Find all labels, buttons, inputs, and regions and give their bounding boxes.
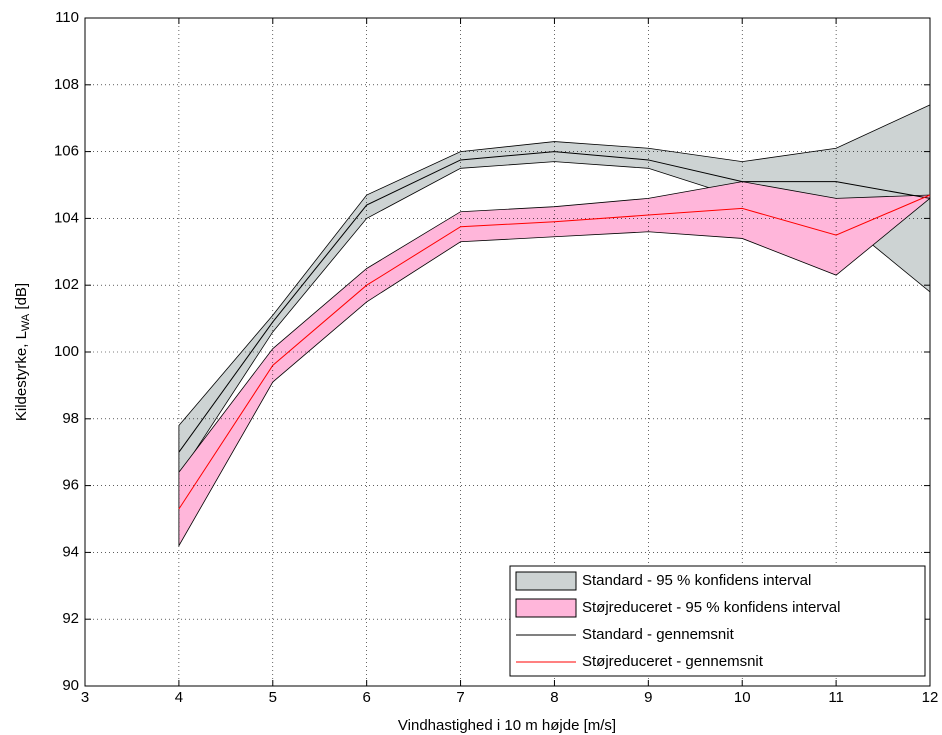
x-tick-label: 7 (456, 689, 464, 706)
x-tick-label: 8 (550, 689, 558, 706)
legend-label: Støjreduceret - gennemsnit (582, 653, 764, 670)
x-tick-label: 11 (828, 689, 844, 706)
y-tick-label: 100 (54, 343, 79, 360)
y-tick-label: 94 (62, 543, 79, 560)
mean-line (178, 194, 931, 510)
x-tick-label: 4 (175, 689, 183, 706)
legend: Standard - 95 % konfidens interval Støjre… (509, 565, 926, 677)
confidence-band (178, 181, 931, 548)
x-tick-label: 3 (81, 689, 89, 706)
legend-swatch (515, 598, 577, 618)
mean-line (178, 151, 931, 453)
y-tick-label: 104 (54, 209, 79, 226)
x-tick-label: 9 (644, 689, 652, 706)
x-axis-label: Vindhastighed i 10 m højde [m/s] (398, 717, 616, 734)
legend-label: Støjreduceret - 95 % konfidens interval (582, 599, 840, 616)
x-tick-label: 5 (269, 689, 277, 706)
legend-label: Standard - 95 % konfidens interval (582, 572, 811, 589)
x-tick-label: 12 (922, 689, 939, 706)
x-tick-label: 6 (362, 689, 370, 706)
y-tick-label: 92 (62, 610, 79, 627)
y-tick-label: 90 (62, 677, 79, 694)
y-tick-label: 110 (55, 9, 79, 26)
x-tick-label: 10 (734, 689, 751, 706)
y-tick-label: 108 (54, 76, 79, 93)
y-tick-label: 102 (54, 276, 79, 293)
y-tick-label: 98 (62, 410, 79, 427)
legend-swatch (515, 571, 577, 591)
legend-box (509, 565, 926, 677)
y-axis-label: Kildestyrke, LWA [dB] (13, 283, 32, 421)
legend-label: Standard - gennemsnit (582, 626, 735, 643)
plot-frame (84, 17, 931, 687)
y-tick-label: 96 (62, 477, 79, 494)
y-tick-label: 106 (54, 143, 79, 160)
